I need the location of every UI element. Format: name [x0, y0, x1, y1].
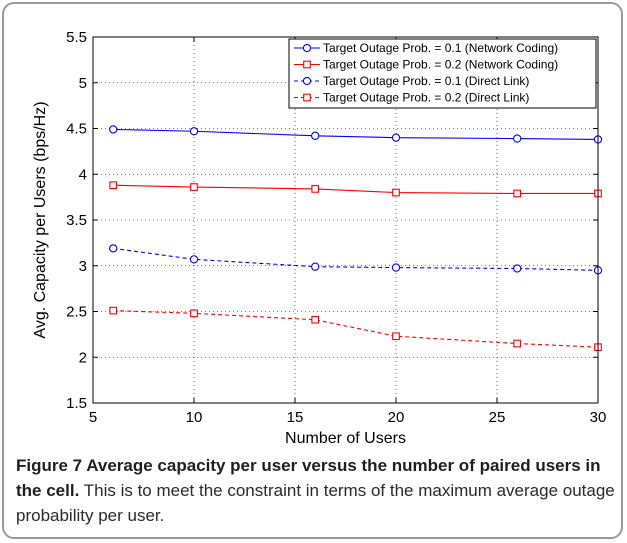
x-tick-label: 5: [89, 409, 97, 426]
legend: Target Outage Prob. = 0.1 (Network Codin…: [288, 38, 597, 109]
data-point: [311, 315, 320, 324]
series-line: [113, 128, 599, 141]
data-point: [392, 332, 400, 341]
data-point: [190, 309, 198, 318]
legend-item: Target Outage Prob. = 0.2 (Network Codin…: [294, 58, 558, 72]
x-tick-label: 20: [388, 409, 405, 426]
series: [109, 125, 603, 144]
y-tick-label: 3: [79, 258, 87, 275]
x-tick-label: 30: [590, 409, 607, 426]
y-tick-label: 4.5: [66, 121, 87, 138]
data-point: [109, 125, 118, 134]
data-point: [303, 93, 311, 102]
data-point: [109, 181, 118, 190]
y-tick-label: 4: [79, 166, 87, 183]
axis-ticks: 5 10 15 20 25 30 1.5 2 2.5 3 3.5 4 4.5 5 5.5: [66, 29, 606, 426]
data-point: [189, 255, 199, 264]
data-point: [513, 189, 522, 198]
data-point: [302, 76, 312, 86]
y-tick-label: 1.5: [66, 395, 87, 412]
legend-box: [288, 38, 597, 109]
series: [109, 244, 603, 275]
data-point: [513, 134, 522, 143]
y-tick-label: 5.5: [66, 29, 87, 46]
series-line: [113, 184, 598, 195]
figure-caption: Figure 7 Average capacity per user versu…: [16, 453, 616, 528]
legend-label: Target Outage Prob. = 0.2 (Direct Link): [323, 91, 529, 105]
legend-label: Target Outage Prob. = 0.1 (Network Codin…: [323, 41, 558, 55]
y-tick-label: 2: [79, 349, 87, 366]
legend-item: Target Outage Prob. = 0.2 (Direct Link): [294, 91, 529, 105]
legend-label: Target Outage Prob. = 0.2 (Network Codin…: [323, 58, 558, 72]
legend-label: Target Outage Prob. = 0.1 (Direct Link): [323, 74, 529, 88]
data-point: [302, 43, 312, 53]
y-tick-label: 5: [79, 75, 87, 92]
line-chart: 5 10 15 20 25 30 1.5 2 2.5 3 3.5 4 4.5 5 5.5 Target Ou…: [32, 29, 606, 447]
caption-title: Figure 7 Average capacity per user versu…: [16, 456, 601, 500]
x-tick-label: 15: [287, 409, 304, 426]
data-point: [311, 185, 320, 193]
x-tick-label: 10: [186, 409, 203, 426]
data-point: [513, 264, 522, 273]
data-point: [391, 263, 401, 272]
data-point: [109, 244, 118, 253]
data-point: [311, 262, 320, 271]
data-point: [392, 188, 400, 197]
data-point: [109, 306, 118, 315]
legend-item: Target Outage Prob. = 0.1 (Direct Link): [294, 74, 529, 88]
y-tick-label: 2.5: [66, 304, 87, 321]
y-axis-label: Avg. Capacity per Users (bps/Hz): [32, 101, 49, 338]
data-point: [311, 131, 320, 140]
x-tick-label: 25: [489, 409, 506, 426]
caption-body: This is to meet the constraint in terms …: [16, 481, 615, 525]
data-point: [189, 127, 199, 136]
data-point: [303, 60, 311, 69]
data-point: [513, 339, 522, 348]
data-point: [190, 183, 198, 191]
x-axis-label: Number of Users: [285, 430, 406, 447]
y-tick-label: 3.5: [66, 212, 87, 229]
data-point: [391, 133, 401, 142]
legend-item: Target Outage Prob. = 0.1 (Network Codin…: [294, 41, 558, 55]
